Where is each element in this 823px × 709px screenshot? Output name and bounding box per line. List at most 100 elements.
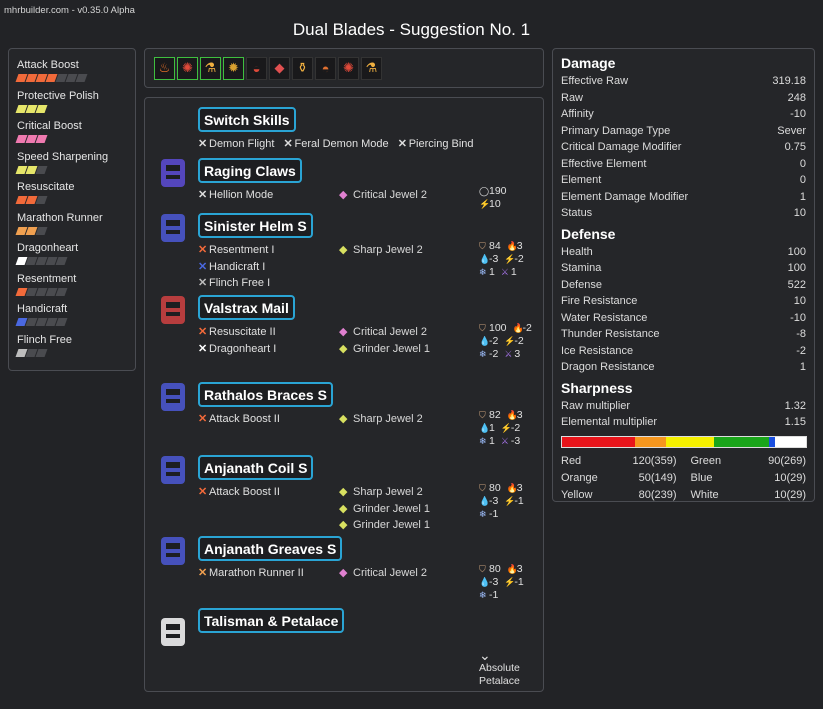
stat-row: 💧-3 ⚡-2 <box>479 253 530 266</box>
sharpness-grid: Red 120(359) Green 90(269) Orange 50(149) Blue… <box>561 453 806 504</box>
gem-icon: ◆ <box>339 486 348 498</box>
stat-icon: 🔥 <box>506 241 518 251</box>
jewel-name: Grinder Jewel 1 <box>353 502 431 515</box>
demon-icon: ✹ <box>228 60 239 75</box>
stat-value: 100 <box>787 245 806 258</box>
stat-value: 1 <box>489 435 495 447</box>
decoration-slot[interactable]: ✺ <box>177 56 198 80</box>
skill-entry: Handicraft <box>15 303 127 334</box>
stat-row: Raw 248 <box>561 90 806 107</box>
stat-row: Defense 522 <box>561 277 806 294</box>
armor-name-button[interactable]: Raging Claws <box>198 158 302 183</box>
rampage-stat: ⚡10 <box>479 198 507 211</box>
decoration-slot[interactable]: ⚗ <box>200 56 221 80</box>
switch-skills-button[interactable]: Switch Skills <box>198 107 296 132</box>
stat-value: 3 <box>516 409 523 421</box>
armor-stats: ⛉ 80 🔥3 💧-3 ⚡-1 ❄ -1 <box>479 563 530 602</box>
jewel-slot[interactable]: ◆ Critical Jewel 2 <box>339 566 427 579</box>
stat-row: Thunder Resistance -8 <box>561 326 806 343</box>
potion-icon: ⚱ <box>297 60 308 75</box>
stat-icon: 💧 <box>479 577 491 587</box>
sharpness-segment <box>769 436 776 447</box>
armor-name-button[interactable]: Talisman & Petalace <box>198 608 345 633</box>
stat-value: -10 <box>790 311 806 324</box>
defense-header: Defense <box>561 225 616 242</box>
ring-icon: ◯ <box>479 186 490 196</box>
stat-value: -1 <box>489 589 499 601</box>
jewel-slot[interactable]: ◆ Sharp Jewel 2 <box>339 485 423 498</box>
cross-swords-icon: ✕ <box>198 567 208 579</box>
cross-swords-icon: ✕ <box>198 138 208 150</box>
stat-value: -8 <box>796 328 806 340</box>
decoration-slot[interactable]: ♨ <box>154 56 175 80</box>
decoration-slot[interactable]: ◒ <box>246 56 267 80</box>
jewel-slot[interactable]: ◆ Grinder Jewel 1 <box>339 342 430 355</box>
stat-icon: ⛉ <box>479 483 486 493</box>
skill-name: Resuscitate <box>17 181 75 193</box>
armor-skill-name: Dragonheart I <box>209 342 277 355</box>
stat-icon: ❄ <box>479 349 487 359</box>
armor-name-button[interactable]: Rathalos Braces S <box>198 382 333 407</box>
helm-icon <box>155 210 195 250</box>
jewel-name: Grinder Jewel 1 <box>353 342 431 355</box>
stat-value: 1.32 <box>784 399 806 412</box>
stat-icon: ⚔ <box>504 349 513 359</box>
sharpness-segment <box>635 436 666 447</box>
skill-level-bar <box>15 348 127 357</box>
stat-icon: ⛉ <box>479 564 486 574</box>
decoration-slot[interactable]: ◓ <box>315 56 336 80</box>
decoration-slot[interactable]: ⚗ <box>361 56 382 80</box>
weapon-icon <box>155 155 195 195</box>
stat-value: -2 <box>514 335 524 347</box>
stat-value: 1 <box>510 266 517 278</box>
skill-name: Flinch Free <box>17 333 73 346</box>
stat-icon: 💧 <box>479 423 491 433</box>
armor-stats: ⌄ Absolute Petalace <box>479 648 520 688</box>
decoration-slot[interactable]: ✺ <box>338 56 359 80</box>
decoration-slot[interactable]: ◆ <box>269 56 290 80</box>
skill-level-bar <box>15 135 127 143</box>
armor-skill-name: Marathon Runner II <box>209 567 304 579</box>
stat-icon: 💧 <box>479 254 491 264</box>
stat-row: Dragon Resistance 1 <box>561 359 806 376</box>
armor-skill-name: Flinch Free I <box>209 277 271 289</box>
stat-row: Affinity -10 <box>561 106 806 123</box>
armor-stats: ⛉ 80 🔥3 💧-3 ⚡-1 ❄ -1 <box>479 482 530 521</box>
armor-name-button[interactable]: Valstrax Mail <box>198 295 295 320</box>
armor-name-button[interactable]: Anjanath Coil S <box>198 455 314 480</box>
talisman-icon <box>155 614 195 654</box>
armor-skill: ✕ Dragonheart I <box>198 342 276 355</box>
stat-label: Raw <box>561 91 584 104</box>
jewel-slot[interactable]: ◆ Sharp Jewel 2 <box>339 243 423 256</box>
stat-label: Element Damage Modifier <box>561 190 689 203</box>
jewel-slot[interactable]: ◆ Critical Jewel 2 <box>339 188 427 201</box>
stat-label: Element <box>561 174 602 186</box>
skill-entry: Critical Boost <box>15 120 127 151</box>
skill-entry: Attack Boost <box>15 59 127 90</box>
decoration-slot[interactable]: ✹ <box>223 56 244 80</box>
skill-level-bar <box>15 74 127 82</box>
skill-level-segment <box>55 257 68 265</box>
jewel-slot[interactable]: ◆ Grinder Jewel 1 <box>339 518 430 531</box>
cross-swords-icon: ✕ <box>198 486 208 498</box>
cross-swords-icon: ✕ <box>397 138 407 150</box>
stat-value: 1.15 <box>784 416 806 428</box>
stats-panel: Damage Effective Raw 319.18 Raw 248 Affinity… <box>552 48 815 502</box>
decoration-slot[interactable]: ⚱ <box>292 56 313 80</box>
skill-name: Resentment <box>17 272 77 285</box>
stat-row: Effective Raw 319.18 <box>561 73 806 90</box>
sharpness-value: 90(269) <box>768 454 806 467</box>
stat-row: ⛉ 82 🔥3 <box>479 409 529 422</box>
jewel-slot[interactable]: ◆ Grinder Jewel 1 <box>339 502 430 515</box>
armor-name-button[interactable]: Anjanath Greaves S <box>198 536 343 561</box>
stat-value: 10 <box>793 295 806 307</box>
jewel-slot[interactable]: ◆ Sharp Jewel 2 <box>339 412 423 425</box>
gem-icon: ◆ <box>339 342 348 355</box>
jewel-name: Sharp Jewel 2 <box>353 413 423 425</box>
jewel-slot[interactable]: ◆ Critical Jewel 2 <box>339 325 427 338</box>
armor-name-button[interactable]: Sinister Helm S <box>198 213 313 238</box>
skill-level-segment <box>35 226 48 235</box>
stat-row: ⛉ 80 🔥3 <box>479 482 530 495</box>
sharpness-entry: Yellow 80(239) <box>561 487 677 504</box>
armor-skill: ✕ Resuscitate II <box>198 325 276 338</box>
